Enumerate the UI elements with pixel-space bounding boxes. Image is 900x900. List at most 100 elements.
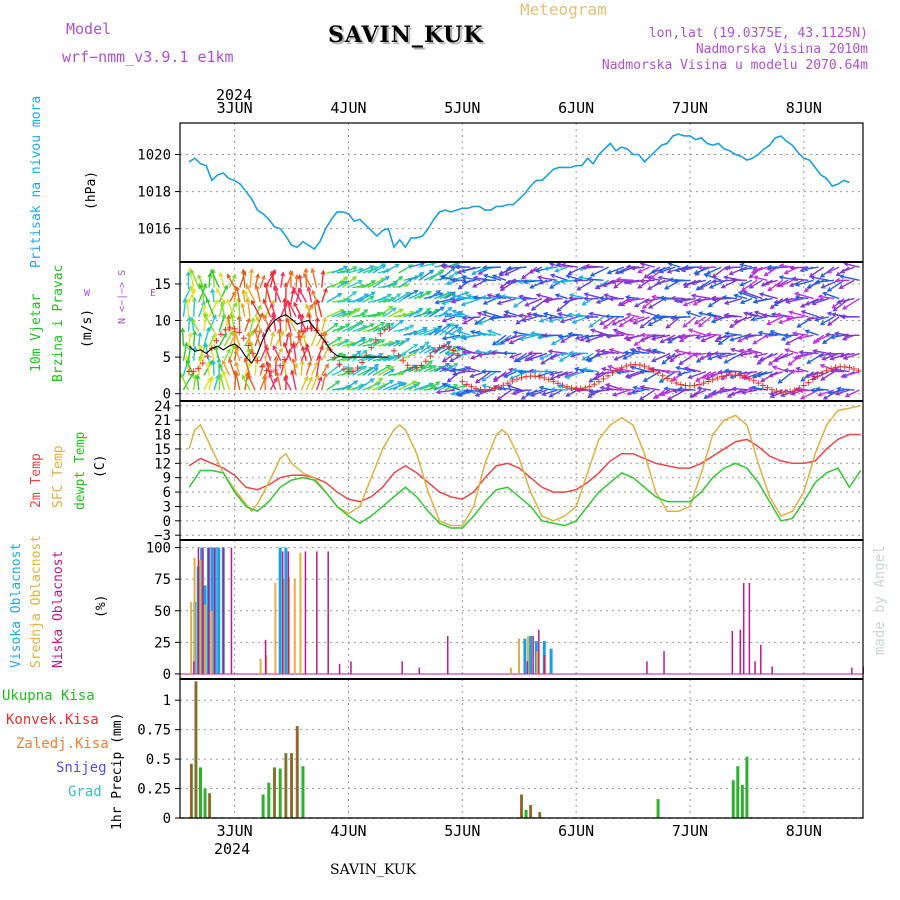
temp-dewpt-line xyxy=(188,462,862,529)
wind-arrow-head xyxy=(826,287,832,292)
wind-arrow xyxy=(789,311,809,318)
wind-arrow xyxy=(596,352,609,356)
wind-arrow xyxy=(801,310,819,318)
wind-arrow xyxy=(367,321,385,333)
cloud-mid-bar xyxy=(193,557,196,674)
wind-arrow xyxy=(186,299,190,317)
wind-arrow-head xyxy=(697,311,704,317)
wind-arrow-head xyxy=(567,312,573,318)
wind-arrow-head xyxy=(280,271,286,277)
wind-arrow xyxy=(198,357,202,376)
wind-arrow xyxy=(725,369,742,373)
wind-arrow-head xyxy=(651,333,657,339)
wind-arrow xyxy=(796,367,809,373)
wind-arrow-head xyxy=(589,272,595,277)
wind-arrow xyxy=(372,264,386,274)
wind-arrow xyxy=(228,302,237,318)
wind-arrow-head xyxy=(550,387,556,392)
wind-arrow xyxy=(382,263,400,274)
wind-arrow-head xyxy=(703,394,709,400)
wind-speed-marker xyxy=(190,368,197,375)
wind-arrow xyxy=(321,270,325,288)
wind-arrow-head xyxy=(626,279,632,285)
wind-arrow-head xyxy=(486,329,493,334)
cloud-low-bar xyxy=(731,630,734,674)
y-tick-label: 15 xyxy=(154,442,171,458)
wind-arrow xyxy=(640,386,660,391)
wind-arrow xyxy=(198,332,201,347)
wind-arrow xyxy=(539,352,553,360)
wind-speed-marker xyxy=(541,375,548,382)
wind-arrow xyxy=(569,352,589,355)
wind-arrow-head xyxy=(840,373,846,379)
wind-arrow-head xyxy=(303,267,309,273)
wind-arrow-head xyxy=(547,349,553,354)
wind-arrow-head xyxy=(466,293,472,299)
wind-arrow xyxy=(187,346,192,361)
wind-arrow-head xyxy=(567,331,573,337)
wind-arrow-head xyxy=(821,356,827,361)
wind-arrow-head xyxy=(692,301,698,306)
wind-arrow xyxy=(504,266,522,276)
wind-speed-marker xyxy=(750,377,757,384)
wind-arrow xyxy=(315,345,324,362)
wind-speed-marker xyxy=(677,381,684,388)
wind-arrow xyxy=(331,352,343,362)
wind-arrow-head xyxy=(257,328,263,334)
wind-arrow-head xyxy=(297,329,302,335)
wind-arrow-head xyxy=(579,337,585,342)
wind-arrow-head xyxy=(441,367,447,372)
cloud-mid-bar xyxy=(210,610,213,674)
cloud-low-bar xyxy=(526,661,529,674)
wind-arrow xyxy=(714,316,732,319)
wind-arrow-head xyxy=(455,353,462,358)
wind-arrow-head xyxy=(607,364,613,370)
wind-arrow xyxy=(835,389,850,395)
wind-arrow-head xyxy=(262,314,268,320)
y-tick-label: 15 xyxy=(154,277,171,293)
wind-arrow-head xyxy=(642,377,648,382)
wind-arrow xyxy=(341,276,357,289)
wind-arrow xyxy=(190,269,200,288)
wind-speed-marker xyxy=(227,324,234,331)
wind-arrow-head xyxy=(197,331,203,337)
wind-arrow xyxy=(218,376,221,391)
wind-arrow-head xyxy=(663,386,669,392)
wind-arrow xyxy=(326,363,342,376)
y-tick-label: 0.25 xyxy=(137,782,171,798)
wind-arrow xyxy=(624,334,645,340)
wind-arrow xyxy=(530,389,548,397)
wind-arrow xyxy=(398,351,417,362)
wind-arrow xyxy=(186,356,190,376)
wind-arrow-head xyxy=(454,271,460,276)
wind-arrow xyxy=(449,291,469,300)
wind-arrow xyxy=(315,355,321,376)
wind-arrow xyxy=(769,371,783,377)
wind-arrow-head xyxy=(728,323,735,328)
wind-speed-marker xyxy=(768,386,775,393)
wind-arrow xyxy=(623,352,635,360)
wind-speed-marker xyxy=(764,384,771,391)
wind-arrow xyxy=(372,365,391,377)
wind-arrow-head xyxy=(664,285,670,290)
wind-arrow xyxy=(539,279,553,284)
wind-arrow xyxy=(326,309,344,318)
wind-arrow xyxy=(668,262,681,268)
wind-arrow-head xyxy=(626,374,632,379)
wind-arrow-head xyxy=(463,388,469,394)
wind-arrow-head xyxy=(279,330,285,336)
wind-arrow xyxy=(545,297,563,301)
wind-arrow-head xyxy=(814,337,820,343)
wind-arrow xyxy=(582,352,594,361)
y-tick-label: 1018 xyxy=(137,185,171,201)
wind-arrow xyxy=(435,297,456,304)
wind-arrow xyxy=(211,289,215,303)
wind-arrow-head xyxy=(693,320,699,325)
wind-arrow-head xyxy=(413,343,419,349)
precip-convective-bar xyxy=(285,753,287,818)
cloud-high-bar xyxy=(529,636,533,674)
wind-arrow xyxy=(208,315,217,332)
wind-arrow-head xyxy=(450,391,456,396)
wind-arrow xyxy=(712,297,732,300)
wind-arrow-head xyxy=(268,372,273,378)
